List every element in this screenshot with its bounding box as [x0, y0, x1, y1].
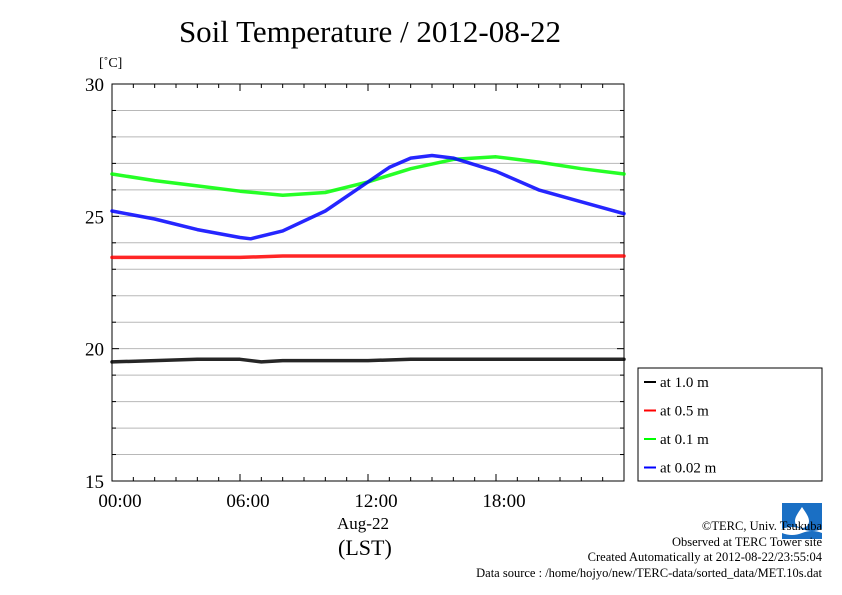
x-axis-date: Aug-22 — [337, 514, 389, 533]
y-tick-label: 20 — [85, 340, 104, 361]
x-tick-label: 12:00 — [354, 491, 397, 512]
terc-logo-icon — [782, 503, 822, 539]
axis-ticks: 15 20 25 30 00:00 06:00 12:00 18:00 — [85, 75, 625, 512]
legend-label: at 0.1 m — [660, 432, 709, 448]
legend-label: at 0.5 m — [660, 404, 709, 420]
plot-frame — [111, 83, 625, 482]
x-tick-label: 00:00 — [98, 491, 141, 512]
created-text: Created Automatically at 2012-08-22/23:5… — [587, 550, 822, 564]
observed-text: Observed at TERC Tower site — [671, 534, 822, 549]
series-line — [110, 357, 626, 364]
series-lines — [110, 153, 626, 364]
x-tick-label: 18:00 — [482, 491, 525, 512]
source-text: Data source : /home/hojyo/new/TERC-data/… — [476, 565, 822, 580]
legend: at 1.0 m at 0.5 m at 0.1 m at 0.02 m — [637, 367, 823, 482]
x-tick-label: 06:00 — [226, 491, 269, 512]
y-tick-label: 15 — [85, 472, 104, 493]
legend-label: at 0.02 m — [660, 461, 717, 477]
footer-notes: ©TERC, Univ. Tsukuba Observed at TERC To… — [476, 519, 822, 581]
series-line — [110, 153, 626, 241]
chart-title: Soil Temperature / 2012-08-22 — [178, 14, 562, 49]
legend-label: at 1.0 m — [660, 375, 709, 391]
y-tick-label: 30 — [85, 75, 104, 96]
x-axis-timezone: (LST) — [338, 535, 392, 560]
y-tick-label: 25 — [85, 207, 104, 228]
y-axis-unit: [˚C] — [99, 56, 123, 71]
series-line — [110, 254, 626, 260]
legend-box — [637, 367, 823, 482]
copyright-text: ©TERC, Univ. Tsukuba — [701, 519, 822, 533]
